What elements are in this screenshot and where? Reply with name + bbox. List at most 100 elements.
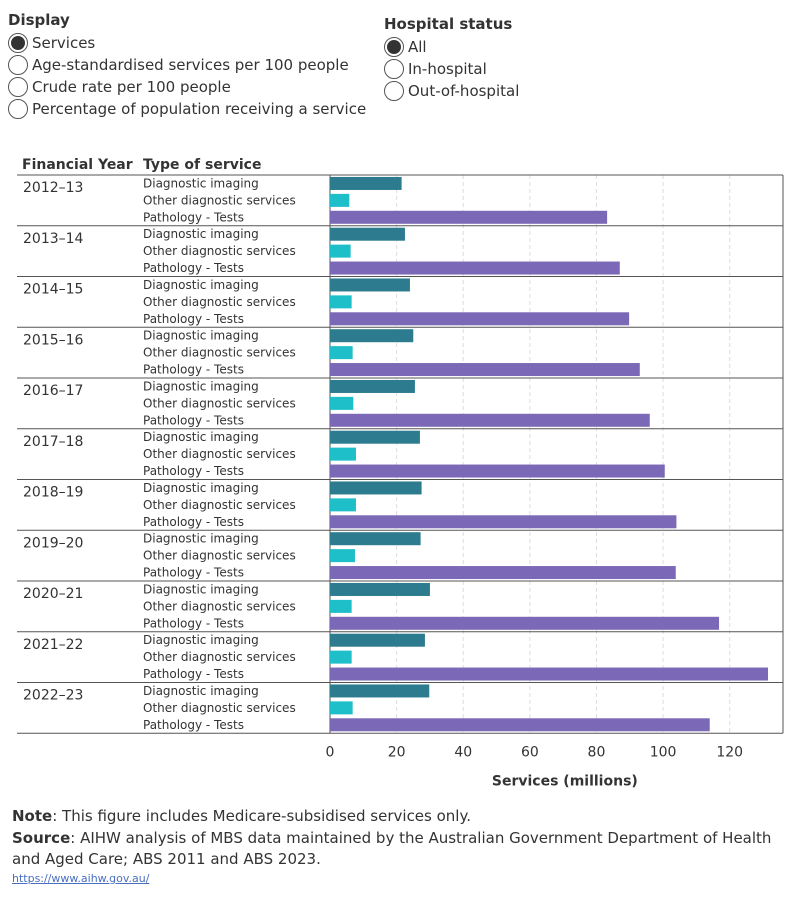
radio-label: All	[408, 38, 427, 56]
service-type-label: Pathology - Tests	[143, 261, 244, 275]
x-tick-label: 120	[716, 744, 743, 760]
radio-icon	[8, 77, 28, 97]
service-type-label: Other diagnostic services	[143, 346, 296, 360]
display-option-percentage[interactable]: Percentage of population receiving a ser…	[8, 98, 366, 120]
service-type-label: Other diagnostic services	[143, 447, 296, 461]
radio-icon	[384, 59, 404, 79]
note-line: Note: This figure includes Medicare-subs…	[12, 806, 787, 827]
source-line: Source: AIHW analysis of MBS data mainta…	[12, 828, 787, 870]
bar	[330, 650, 352, 664]
year-label: 2022–23	[23, 688, 83, 704]
bar	[330, 329, 414, 343]
year-label: 2018–19	[23, 485, 83, 501]
x-axis-title: Services (millions)	[492, 773, 638, 789]
bar	[330, 464, 665, 478]
bar	[330, 684, 430, 698]
service-type-label: Diagnostic imaging	[143, 633, 259, 647]
service-type-label: Pathology - Tests	[143, 210, 244, 224]
bar	[330, 396, 354, 410]
bar	[330, 566, 676, 580]
service-type-label: Other diagnostic services	[143, 599, 296, 613]
bar	[330, 346, 353, 360]
bar	[330, 193, 350, 207]
service-type-label: Diagnostic imaging	[143, 329, 259, 343]
bar	[330, 244, 351, 258]
bar	[330, 515, 677, 529]
bar	[330, 633, 425, 647]
bar	[330, 616, 720, 630]
service-type-label: Other diagnostic services	[143, 650, 296, 664]
service-type-label: Other diagnostic services	[143, 295, 296, 309]
service-type-label: Diagnostic imaging	[143, 532, 259, 546]
source-text: : AIHW analysis of MBS data maintained b…	[12, 829, 772, 868]
bar	[330, 599, 352, 613]
service-type-label: Diagnostic imaging	[143, 582, 259, 596]
note-text: : This figure includes Medicare-subsidis…	[52, 807, 471, 825]
x-tick-label: 20	[388, 744, 406, 760]
display-option-crude-rate[interactable]: Crude rate per 100 people	[8, 76, 231, 98]
bar	[330, 430, 420, 444]
bar	[330, 379, 415, 393]
x-tick-label: 80	[588, 744, 606, 760]
year-label: 2012–13	[23, 180, 83, 196]
radio-label: Crude rate per 100 people	[32, 78, 231, 96]
aihw-link[interactable]: https://www.aihw.gov.au/	[12, 872, 150, 885]
radio-label: Services	[32, 34, 96, 52]
hospital-status-control-title: Hospital status	[384, 15, 513, 33]
bar	[330, 261, 620, 275]
service-type-label: Other diagnostic services	[143, 701, 296, 715]
service-type-label: Other diagnostic services	[143, 396, 296, 410]
display-option-services[interactable]: Services	[8, 32, 95, 54]
bar	[330, 176, 402, 190]
financial-year-header: Financial Year	[22, 157, 133, 173]
year-label: 2020–21	[23, 586, 83, 602]
hospital-option-in-hospital[interactable]: In-hospital	[384, 58, 487, 80]
hospital-option-out-of-hospital[interactable]: Out-of-hospital	[384, 80, 519, 102]
display-option-age-standardised[interactable]: Age-standardised services per 100 people	[8, 54, 349, 76]
bar	[330, 549, 355, 563]
service-type-label: Pathology - Tests	[143, 667, 244, 681]
year-label: 2013–14	[23, 231, 84, 247]
service-type-label: Diagnostic imaging	[143, 227, 259, 241]
year-label: 2019–20	[23, 535, 83, 551]
service-type-label: Diagnostic imaging	[143, 379, 259, 393]
radio-label: Out-of-hospital	[408, 82, 520, 100]
service-type-label: Other diagnostic services	[143, 193, 296, 207]
radio-icon	[8, 55, 28, 75]
x-tick-label: 40	[454, 744, 472, 760]
bar	[330, 210, 608, 224]
service-type-label: Other diagnostic services	[143, 244, 296, 258]
source-label: Source	[12, 829, 71, 847]
service-type-label: Diagnostic imaging	[143, 176, 259, 190]
year-label: 2015–16	[23, 332, 84, 348]
note-label: Note	[12, 807, 53, 825]
x-tick-label: 60	[521, 744, 539, 760]
service-type-label: Pathology - Tests	[143, 464, 244, 478]
service-type-label: Pathology - Tests	[143, 616, 244, 630]
service-type-label: Other diagnostic services	[143, 498, 296, 512]
year-label: 2014–15	[23, 282, 83, 298]
year-label: 2016–17	[23, 383, 83, 399]
radio-icon	[8, 99, 28, 119]
service-type-label: Pathology - Tests	[143, 515, 244, 529]
radio-icon	[384, 37, 404, 57]
hospital-option-all[interactable]: All	[384, 36, 427, 58]
bar	[330, 481, 422, 495]
display-control-title: Display	[8, 11, 70, 29]
radio-icon	[8, 33, 28, 53]
type-of-service-header: Type of service	[143, 157, 261, 173]
service-type-label: Other diagnostic services	[143, 549, 296, 563]
bar	[330, 413, 650, 427]
service-type-label: Diagnostic imaging	[143, 684, 259, 698]
service-type-label: Pathology - Tests	[143, 312, 244, 326]
bar	[330, 532, 421, 546]
x-tick-label: 0	[326, 744, 335, 760]
bar	[330, 278, 410, 292]
bar	[330, 295, 352, 309]
service-type-label: Diagnostic imaging	[143, 278, 259, 292]
services-bar-chart: Financial Year Type of service 2012–13 Diag…	[17, 157, 784, 789]
service-type-label: Pathology - Tests	[143, 718, 244, 732]
bar	[330, 718, 710, 732]
bar	[330, 582, 430, 596]
bar	[330, 667, 769, 681]
